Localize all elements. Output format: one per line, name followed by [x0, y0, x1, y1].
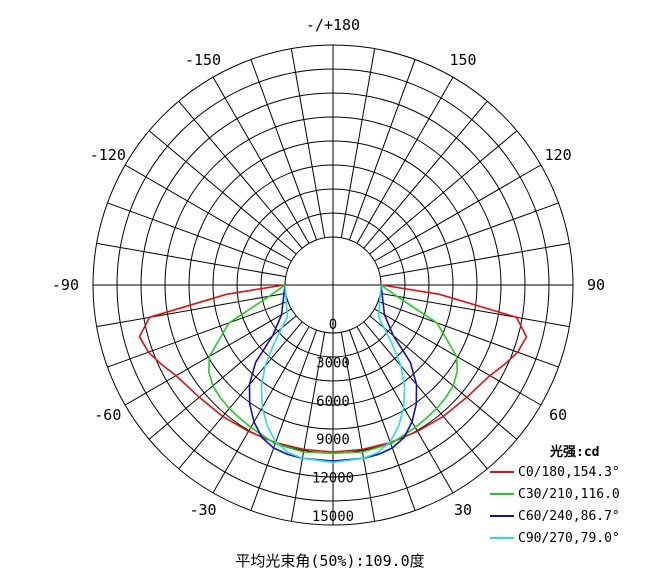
legend-title: 光强:cd — [549, 444, 599, 460]
grid-spoke — [250, 59, 318, 241]
grid-spoke — [380, 242, 570, 278]
grid-spoke — [124, 164, 292, 262]
grid-spoke — [363, 100, 488, 249]
chart-labels: 0 3000 6000 9000 12000 15000 -/+180 150 120 90 60 3… — [52, 16, 605, 525]
angle-label: -60 — [94, 406, 121, 424]
grid-spoke — [340, 332, 376, 522]
grid-spoke — [369, 130, 518, 255]
legend-entry: C0/180,154.3° — [518, 465, 620, 480]
grid-spoke — [290, 48, 326, 238]
grid-spoke — [96, 242, 286, 278]
intensity-curves — [138, 284, 528, 464]
legend-entry: C30/210,116.0 — [518, 487, 620, 502]
grid-spoke — [340, 48, 376, 238]
polar-grid — [92, 44, 574, 526]
grid-spoke — [377, 300, 559, 368]
series-curve-2 — [248, 284, 418, 462]
grid-spoke — [377, 202, 559, 270]
grid-spoke — [212, 326, 310, 494]
chart-legend: 光强:cd C0/180,154.3° C30/210,116.0 C60/240,… — [490, 444, 620, 546]
grid-spoke — [374, 164, 542, 262]
angle-label: 90 — [587, 276, 605, 294]
grid-spoke — [290, 332, 326, 522]
angle-label: -30 — [189, 501, 216, 519]
angle-label: -90 — [52, 276, 79, 294]
grid-spoke — [380, 292, 570, 328]
radial-tick-label: 3000 — [316, 355, 350, 371]
grid-spoke — [348, 59, 416, 241]
radial-tick-label: 0 — [329, 317, 337, 333]
beam-angle-footer: 平均光束角(50%):109.0度 — [235, 552, 424, 570]
series-curve-0 — [138, 284, 528, 453]
grid-spoke — [356, 76, 454, 244]
grid-spoke — [96, 292, 286, 328]
grid-spoke — [148, 130, 297, 255]
grid-spoke — [374, 308, 542, 406]
series-curve-3 — [260, 284, 406, 464]
angle-label: -/+180 — [306, 16, 360, 34]
series-curve-1 — [208, 284, 458, 455]
grid-spoke — [107, 202, 289, 270]
grid-spoke — [178, 100, 303, 249]
angle-label: 120 — [545, 146, 572, 164]
grid-spoke — [348, 329, 416, 511]
angle-label: 30 — [454, 501, 472, 519]
radial-tick-label: 15000 — [312, 509, 354, 525]
grid-spoke — [356, 326, 454, 494]
grid-spoke — [212, 76, 310, 244]
grid-spoke — [107, 300, 289, 368]
legend-entry: C90/270,79.0° — [518, 531, 620, 546]
grid-spoke — [250, 329, 318, 511]
angle-label: -120 — [90, 146, 126, 164]
radial-tick-label: 12000 — [312, 471, 354, 487]
angle-label: 150 — [449, 51, 476, 69]
legend-entry: C60/240,86.7° — [518, 509, 620, 524]
grid-spoke — [124, 308, 292, 406]
radial-tick-label: 9000 — [316, 432, 350, 448]
angle-label: -150 — [185, 51, 221, 69]
radial-tick-label: 6000 — [316, 394, 350, 410]
angle-label: 60 — [549, 406, 567, 424]
grid-spoke — [363, 321, 488, 470]
grid-spoke — [178, 321, 303, 470]
